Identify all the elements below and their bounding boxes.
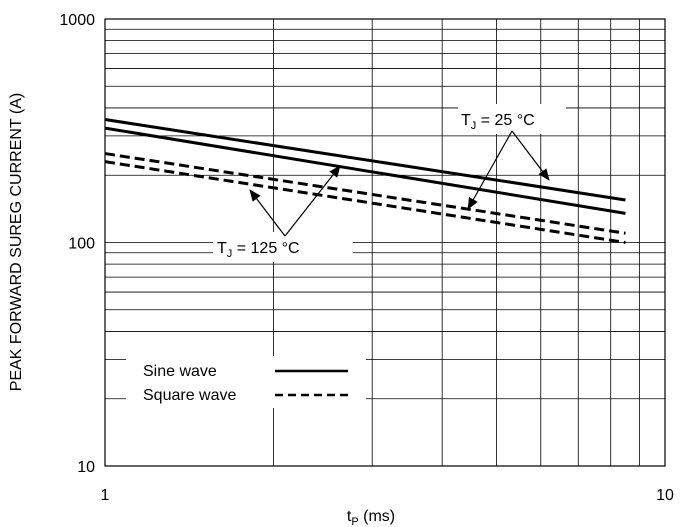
plot-frame [104,18,666,467]
annotation-tj-25-label: TJ = 25 °C [461,112,535,132]
annotation-tj-125: TJ = 125 °C [213,165,353,262]
x-tick-label: 10 [656,487,674,504]
y-tick-label: 10 [77,459,95,476]
y-tick-label: 100 [68,236,95,253]
x-tick-label: 1 [101,487,110,504]
y-tick-label: 1000 [59,12,95,29]
y-axis-label: PEAK FORWARD SUREG CURRENT (A) [8,93,25,391]
series-line-sine-0 [104,118,626,202]
arrow-25-a [467,130,513,210]
legend-background [126,356,366,408]
y-tick-labels: 10 100 1000 [59,12,95,476]
legend-label-sine: Sine wave [143,363,217,380]
annotation-tj-125-background [213,232,353,262]
series-line-sine-1 [104,126,626,215]
series-lines [104,118,626,244]
x-axis-label: tP (ms) [347,508,395,527]
annotation-tj-25: TJ = 25 °C [458,104,566,210]
x-tick-labels: 1 10 [101,487,674,504]
arrow-125-b [284,165,341,237]
legend: Sine wave Square wave [126,356,366,408]
annotation-tj-25-background [458,104,566,134]
arrow-125-a [249,189,286,237]
series-line-square-2 [104,152,626,235]
legend-label-square: Square wave [143,387,236,404]
series-line-square-3 [104,160,626,244]
arrow-25-b [511,130,550,181]
annotation-tj-125-label: TJ = 125 °C [217,240,300,260]
